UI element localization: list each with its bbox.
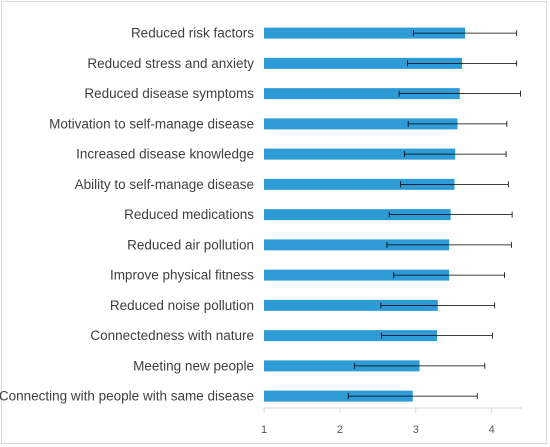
tick-label: 3 [413,424,419,436]
bar [264,390,413,402]
category-label: Reduced risk factors [131,26,254,41]
category-label: Increased disease knowledge [76,147,254,162]
bar [264,27,466,39]
bar [264,360,420,372]
bar [264,148,456,160]
bar [264,118,458,130]
bar [264,299,438,311]
bar [264,88,460,100]
category-label: Reduced medications [124,207,254,222]
category-label: Reduced air pollution [127,237,254,252]
bar [264,209,451,221]
category-label: Improve physical fitness [110,268,254,283]
bars [264,27,466,402]
category-label: Ability to self-manage disease [75,177,254,192]
category-label: Meeting new people [133,358,254,373]
bar [264,330,438,342]
category-label: Motivation to self-manage disease [49,116,254,131]
bar [264,178,455,190]
category-label: Reduced stress and anxiety [87,56,254,71]
tick-label: 4 [489,424,495,436]
bar [264,57,463,69]
category-label: Connecting with people with same disease [0,389,254,404]
error-bars [347,30,521,400]
category-label: Reduced noise pollution [110,298,254,313]
tick-label: 1 [261,424,267,436]
bar [264,269,450,281]
bar [264,239,450,251]
category-labels: Reduced risk factors Reduced stress and a… [0,26,254,404]
value-axis-ticks: 1 2 3 4 [261,408,495,436]
category-label: Reduced disease symptoms [84,86,254,101]
tick-label: 2 [337,424,343,436]
category-label: Connectedness with nature [90,328,254,343]
